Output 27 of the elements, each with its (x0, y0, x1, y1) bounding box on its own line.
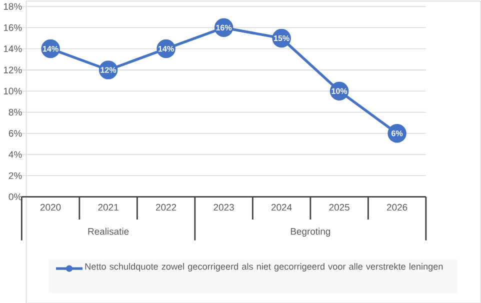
data-label: 10% (332, 88, 348, 94)
x-tick-label: 2021 (98, 204, 118, 210)
y-tick-label: 18% (4, 2, 22, 10)
y-tick-label: 0% (8, 193, 22, 200)
x-tick-label: 2023 (214, 204, 234, 210)
x-tick-label: 2020 (40, 204, 61, 210)
y-tick-label: 10% (4, 87, 22, 94)
y-tick-label: 6% (8, 130, 22, 136)
legend-label: Netto schuldquote zowel gecorrigeerd als niet gecorrigeerd voor alle verstrekte leningen (85, 262, 443, 272)
x-tick-label: 2026 (386, 204, 408, 210)
y-tick-label: 12% (4, 66, 22, 74)
y-tick-label: 2% (8, 172, 22, 179)
data-label: 15% (274, 35, 290, 41)
text: Begroting (290, 228, 330, 236)
data-label: 16% (216, 24, 232, 30)
data-label: 14% (158, 46, 174, 52)
y-tick-label: 14% (4, 45, 22, 52)
x-tick-label: 2024 (271, 204, 292, 210)
data-label: 12% (100, 66, 116, 73)
x-tick-label: 2025 (329, 204, 350, 210)
y-tick-label: 4% (8, 150, 22, 158)
y-tick-label: 8% (8, 108, 22, 116)
x-tick-label: 2022 (156, 204, 176, 210)
text: Realisatie (88, 228, 129, 235)
data-label: 14% (42, 46, 58, 52)
data-label: 6% (392, 130, 403, 136)
y-tick-label: 16% (4, 24, 22, 31)
